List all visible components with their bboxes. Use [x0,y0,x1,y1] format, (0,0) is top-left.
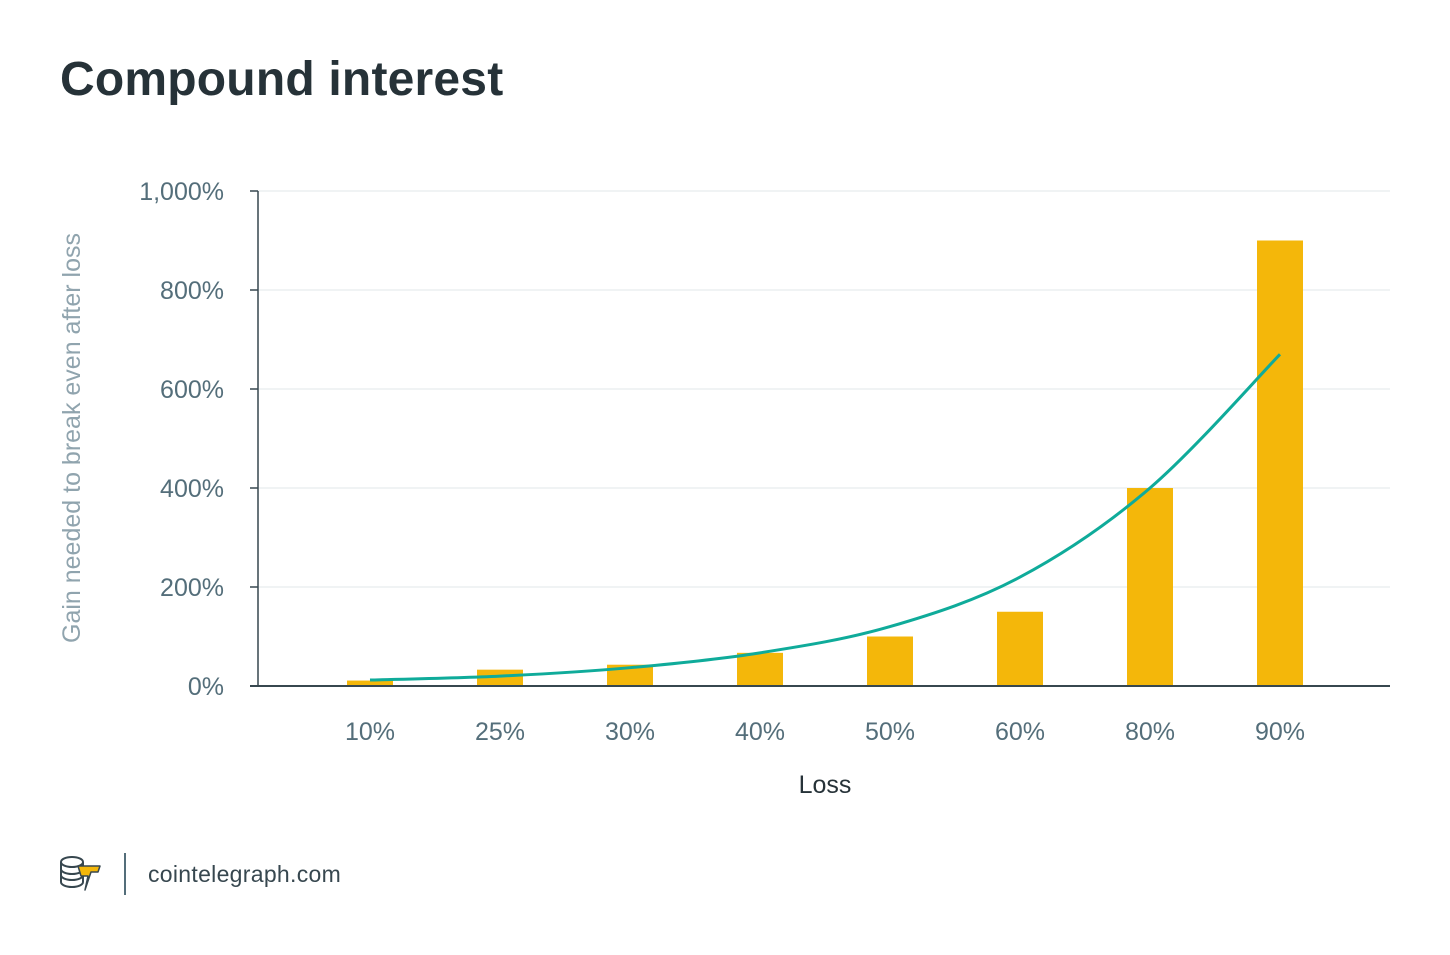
y-tick-label: 1,000% [139,178,224,206]
trend-line [369,353,1282,682]
x-tick-label: 50% [865,718,915,746]
chart-title: Compound interest [60,53,504,106]
x-axis-label: Loss [799,771,852,799]
footer-divider [124,853,126,895]
bar-10pct [347,680,393,686]
x-tick-label: 10% [345,718,395,746]
x-tick-label: 25% [475,718,525,746]
bar-90pct [1257,240,1303,686]
bar-40pct [737,652,783,686]
bar-60pct [997,611,1043,686]
x-tick-label: 80% [1125,718,1175,746]
grid-lines [258,190,1390,588]
y-tick-label: 400% [160,475,224,503]
y-tick-label: 0% [188,673,224,701]
y-tick-label: 800% [160,277,224,305]
bar-series [347,240,1303,686]
x-axis-tick-labels: 10% 25% 30% 40% 50% 60% 80% 90% [345,718,1305,746]
bar-25pct [477,669,523,686]
x-tick-label: 30% [605,718,655,746]
footer-site: cointelegraph.com [148,860,342,887]
y-tick-label: 600% [160,376,224,404]
bar-80pct [1127,488,1173,686]
y-axis-label: Gain needed to break even after loss [58,233,86,643]
footer: cointelegraph.com [58,850,341,898]
x-tick-label: 40% [735,718,785,746]
x-tick-label: 60% [995,718,1045,746]
y-axis-ticks: 0% 200% 400% 600% 800% 1,000% [139,178,258,701]
bar-50pct [867,636,913,686]
y-tick-label: 200% [160,574,224,602]
cointelegraph-logo-icon [60,856,101,891]
x-tick-label: 90% [1255,718,1305,746]
